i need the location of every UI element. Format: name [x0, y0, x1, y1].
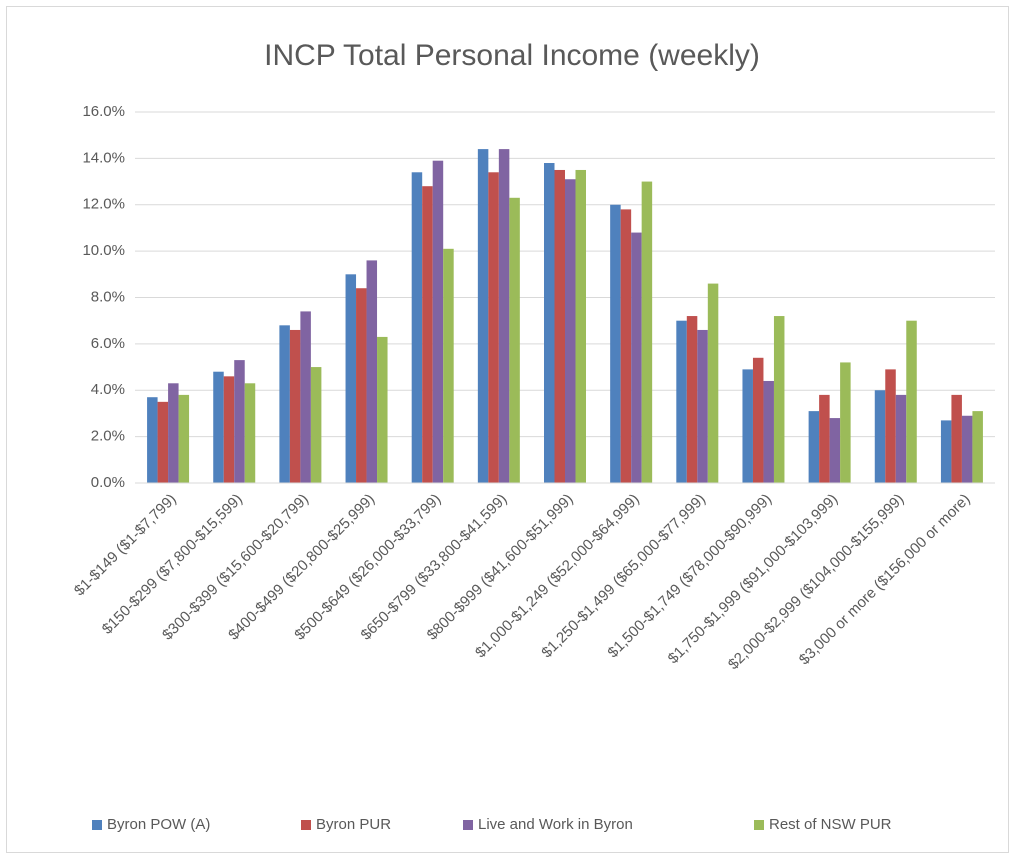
- bar: [279, 325, 290, 483]
- bar: [610, 204, 621, 483]
- y-tick-label: 10.0%: [82, 242, 125, 259]
- bar: [234, 360, 245, 483]
- bar: [686, 316, 698, 483]
- legend-swatch: [463, 820, 473, 830]
- bar: [829, 418, 841, 483]
- bar: [223, 376, 235, 483]
- bar: [488, 172, 499, 483]
- bar: [972, 411, 983, 483]
- bar: [366, 260, 378, 483]
- y-tick-label: 0.0%: [91, 474, 125, 491]
- bar: [763, 380, 774, 483]
- legend-swatch: [301, 820, 311, 830]
- y-tick-label: 8.0%: [91, 288, 125, 305]
- y-tick-label: 2.0%: [91, 428, 125, 445]
- bar: [819, 394, 830, 483]
- y-tick-label: 14.0%: [82, 149, 125, 166]
- bar: [422, 186, 433, 483]
- bar: [951, 394, 962, 483]
- bar: [432, 160, 444, 483]
- legend-label: Live and Work in Byron: [478, 816, 633, 833]
- bar: [565, 179, 576, 483]
- bar: [885, 369, 896, 483]
- bar: [411, 172, 423, 483]
- bar: [443, 248, 454, 483]
- y-tick-label: 12.0%: [82, 196, 125, 213]
- bar: [742, 369, 753, 483]
- legend-swatch: [92, 820, 102, 830]
- bar: [641, 181, 653, 483]
- bar: [575, 169, 586, 483]
- bar: [147, 397, 158, 483]
- bar: [300, 311, 311, 483]
- bar: [895, 394, 907, 483]
- bar: [509, 197, 520, 483]
- bar: [310, 367, 322, 483]
- bar: [554, 169, 565, 483]
- bar: [697, 329, 708, 483]
- bar: [244, 383, 256, 483]
- bar: [752, 357, 764, 483]
- y-tick-label: 16.0%: [82, 103, 125, 120]
- bar: [707, 283, 719, 483]
- bar: [840, 362, 851, 483]
- bar: [477, 149, 489, 483]
- bar: [178, 394, 190, 483]
- bar: [961, 415, 973, 483]
- bar: [345, 274, 357, 483]
- bar: [356, 288, 367, 483]
- chart-title: INCP Total Personal Income (weekly): [264, 39, 760, 72]
- bar: [544, 163, 555, 483]
- legend-label: Byron POW (A): [107, 816, 210, 833]
- bar: [906, 320, 917, 483]
- bar: [168, 383, 179, 483]
- legend-label: Rest of NSW PUR: [769, 816, 892, 833]
- bar: [213, 371, 224, 483]
- bar: [940, 420, 952, 483]
- bar: [377, 336, 388, 483]
- bar: [620, 209, 632, 483]
- legend-swatch: [754, 820, 764, 830]
- bar: [498, 149, 510, 483]
- bar: [808, 411, 820, 483]
- bar: [631, 232, 642, 483]
- bar: [157, 401, 169, 483]
- y-tick-label: 6.0%: [91, 335, 125, 352]
- bar: [289, 329, 301, 483]
- bar: [773, 316, 785, 483]
- bar: [874, 390, 886, 483]
- legend-label: Byron PUR: [316, 816, 391, 833]
- bar: [676, 320, 687, 483]
- y-tick-label: 4.0%: [91, 381, 125, 398]
